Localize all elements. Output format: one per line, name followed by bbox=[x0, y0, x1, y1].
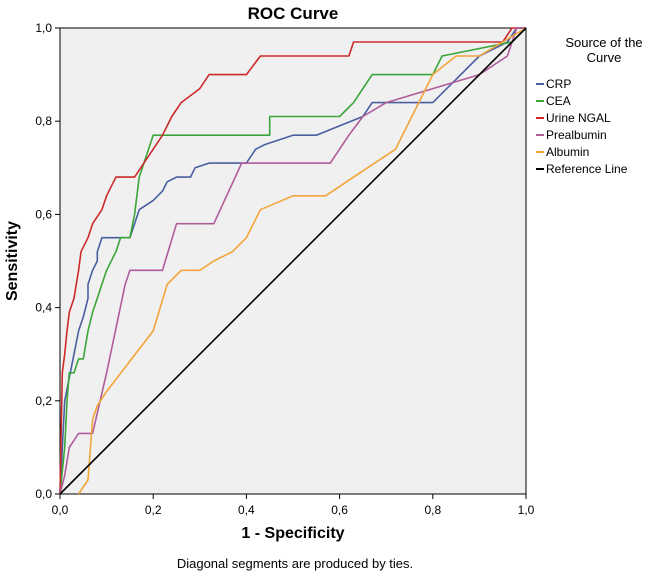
legend-label: Albumin bbox=[546, 145, 589, 159]
legend-item: Prealbumin bbox=[536, 128, 607, 142]
x-axis-title: 1 - Specificity bbox=[241, 525, 344, 542]
legend-label: CRP bbox=[546, 77, 571, 91]
series-lines bbox=[59, 27, 527, 495]
y-tick-label: 0,8 bbox=[35, 114, 52, 128]
y-tick-label: 0,6 bbox=[35, 207, 52, 221]
legend-item: Albumin bbox=[536, 145, 589, 159]
y-axis: 0,0 0,2 0,4 0,6 0,8 1,0 bbox=[35, 21, 60, 501]
series-line-cea bbox=[59, 27, 527, 495]
x-tick-label: 0,6 bbox=[331, 503, 348, 517]
x-tick-label: 0,2 bbox=[145, 503, 162, 517]
legend: Source of the Curve CRP CEA Urine NGAL Preal… bbox=[536, 35, 643, 176]
series-line-reference-line bbox=[59, 27, 527, 495]
series-line-urine-ngal bbox=[59, 27, 526, 495]
x-tick-label: 0,0 bbox=[52, 503, 69, 517]
x-tick-label: 0,4 bbox=[238, 503, 255, 517]
x-tick-label: 0,8 bbox=[424, 503, 441, 517]
legend-title: Source of the Curve bbox=[565, 35, 642, 65]
footnote: Diagonal segments are produced by ties. bbox=[177, 556, 413, 571]
y-tick-label: 0,4 bbox=[35, 301, 52, 315]
legend-item: CEA bbox=[536, 94, 571, 108]
legend-label: CEA bbox=[546, 94, 571, 108]
y-tick-label: 1,0 bbox=[35, 21, 52, 35]
series-line-prealbumin bbox=[59, 27, 526, 495]
legend-label: Reference Line bbox=[546, 162, 628, 176]
legend-item: CRP bbox=[536, 77, 571, 91]
y-tick-label: 0,0 bbox=[35, 487, 52, 501]
legend-item: Reference Line bbox=[536, 162, 628, 176]
legend-label: Prealbumin bbox=[546, 128, 607, 142]
y-tick-label: 0,2 bbox=[35, 394, 52, 408]
series-line-albumin bbox=[77, 27, 527, 495]
series-line-crp bbox=[59, 27, 526, 495]
x-axis: 0,0 0,2 0,4 0,6 0,8 1,0 bbox=[52, 494, 535, 517]
legend-label: Urine NGAL bbox=[546, 111, 611, 125]
chart-title: ROC Curve bbox=[248, 4, 339, 23]
y-axis-title: Sensitivity bbox=[4, 221, 21, 301]
x-tick-label: 1,0 bbox=[518, 503, 535, 517]
legend-item: Urine NGAL bbox=[536, 111, 611, 125]
